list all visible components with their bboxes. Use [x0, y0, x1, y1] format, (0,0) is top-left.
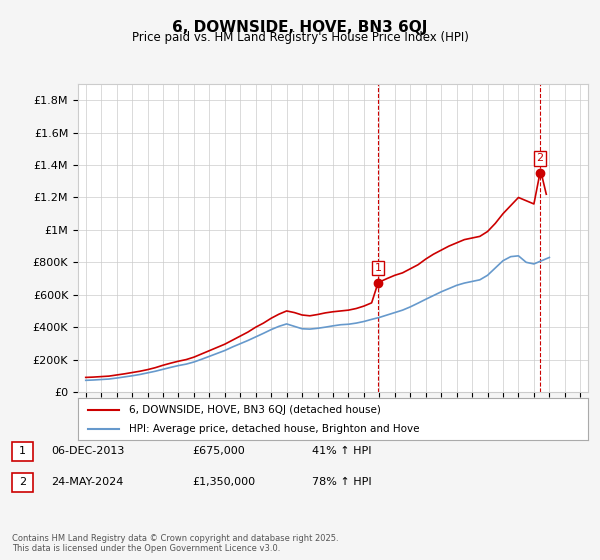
- Text: 2: 2: [19, 477, 26, 487]
- Text: Price paid vs. HM Land Registry's House Price Index (HPI): Price paid vs. HM Land Registry's House …: [131, 31, 469, 44]
- Text: 41% ↑ HPI: 41% ↑ HPI: [312, 446, 371, 456]
- Text: Contains HM Land Registry data © Crown copyright and database right 2025.
This d: Contains HM Land Registry data © Crown c…: [12, 534, 338, 553]
- Text: 06-DEC-2013: 06-DEC-2013: [51, 446, 124, 456]
- Text: £675,000: £675,000: [192, 446, 245, 456]
- Text: 24-MAY-2024: 24-MAY-2024: [51, 477, 124, 487]
- Text: £1,350,000: £1,350,000: [192, 477, 255, 487]
- Text: 6, DOWNSIDE, HOVE, BN3 6QJ: 6, DOWNSIDE, HOVE, BN3 6QJ: [172, 20, 428, 35]
- Text: 2: 2: [536, 153, 544, 164]
- Text: 78% ↑ HPI: 78% ↑ HPI: [312, 477, 371, 487]
- Text: 1: 1: [19, 446, 26, 456]
- Text: 1: 1: [374, 263, 382, 273]
- Text: HPI: Average price, detached house, Brighton and Hove: HPI: Average price, detached house, Brig…: [129, 424, 419, 434]
- Text: 6, DOWNSIDE, HOVE, BN3 6QJ (detached house): 6, DOWNSIDE, HOVE, BN3 6QJ (detached hou…: [129, 405, 381, 415]
